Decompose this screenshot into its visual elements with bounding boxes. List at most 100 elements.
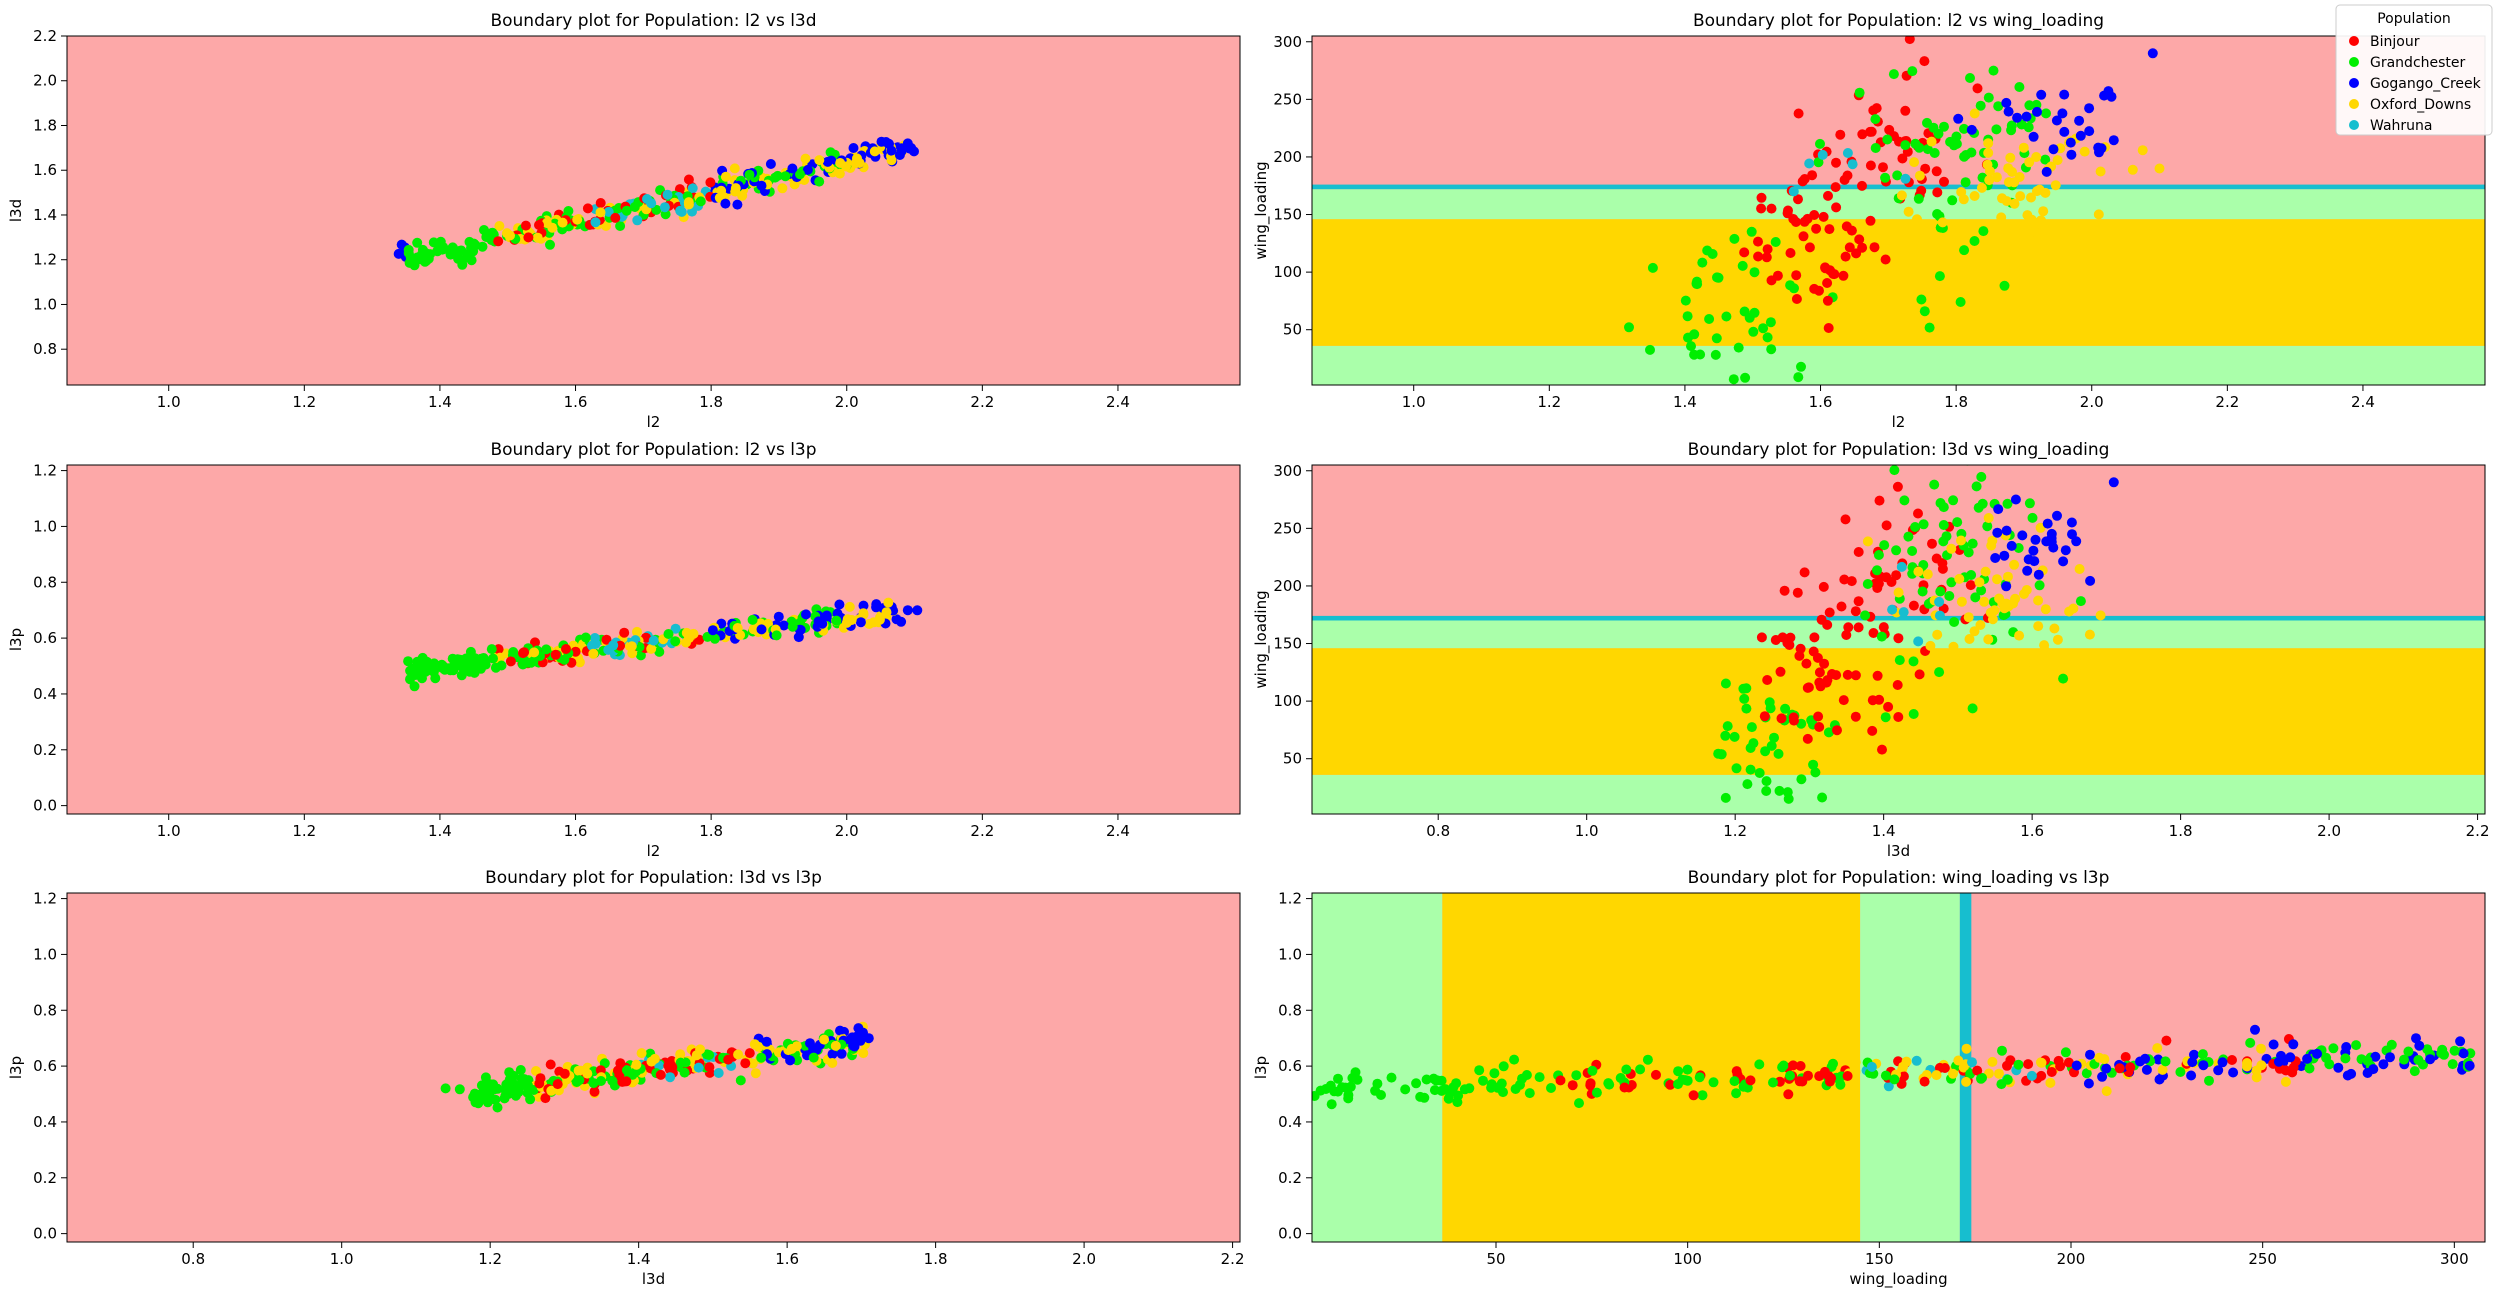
data-point xyxy=(1840,514,1851,525)
data-point xyxy=(1789,715,1799,726)
data-point xyxy=(1883,701,1894,712)
data-point xyxy=(1954,573,1965,584)
axes-frame xyxy=(66,464,1241,815)
data-point xyxy=(2197,1049,2208,1060)
data-point xyxy=(409,681,420,692)
legend-marker xyxy=(2349,78,2359,88)
data-point xyxy=(1498,1087,1508,1098)
data-point xyxy=(1793,108,1804,119)
data-point xyxy=(636,1048,647,1059)
data-point xyxy=(808,1052,819,1063)
data-point xyxy=(756,1052,767,1063)
legend-marker xyxy=(2349,120,2359,130)
data-point xyxy=(1804,158,1815,169)
x-tick-label: 250 xyxy=(2248,1250,2277,1268)
data-point xyxy=(1619,1082,1630,1093)
data-point xyxy=(1862,579,1873,589)
x-tick-label: 1.2 xyxy=(292,393,316,411)
data-point xyxy=(2063,1057,2074,1068)
data-point xyxy=(2455,1036,2466,1047)
data-point xyxy=(2020,664,2031,675)
x-tick-label: 1.0 xyxy=(330,1250,354,1268)
data-point xyxy=(786,1043,797,1054)
data-point xyxy=(765,159,776,169)
data-point xyxy=(1486,1082,1497,1093)
data-point xyxy=(2154,163,2165,174)
x-tick-label: 1.6 xyxy=(564,393,588,411)
data-point xyxy=(559,1068,570,1079)
data-point xyxy=(1782,208,1793,219)
data-point xyxy=(1818,211,1829,222)
data-point xyxy=(405,252,416,263)
data-point xyxy=(1882,134,1893,145)
data-point xyxy=(2041,166,2052,177)
data-point xyxy=(2030,534,2041,545)
data-point xyxy=(2023,1059,2034,1070)
data-point xyxy=(2341,1042,2352,1052)
data-point xyxy=(1913,508,1923,519)
data-point xyxy=(1635,1064,1646,1075)
data-point xyxy=(2006,540,2017,551)
data-point xyxy=(1604,1079,1615,1090)
data-point xyxy=(454,1084,465,1095)
data-point xyxy=(2083,1078,2094,1089)
data-point xyxy=(1515,1079,1525,1090)
data-point xyxy=(1854,234,1865,245)
data-point xyxy=(1343,1093,1354,1104)
data-point xyxy=(1739,247,1750,258)
data-point xyxy=(1870,143,1881,153)
y-axis-label: l3p xyxy=(1252,1056,1270,1079)
data-point xyxy=(1761,776,1772,787)
data-point xyxy=(2031,152,2042,162)
data-point xyxy=(1854,87,1865,98)
data-point xyxy=(1927,538,1937,549)
y-tick-label: 0.6 xyxy=(33,1057,57,1075)
data-point xyxy=(1946,577,1957,588)
data-point xyxy=(1799,567,1810,578)
data-point xyxy=(1860,610,1871,621)
data-point xyxy=(405,674,415,685)
data-point xyxy=(825,147,836,158)
x-tick-label: 0.8 xyxy=(1426,822,1450,840)
data-point xyxy=(1891,545,1902,556)
data-point xyxy=(2378,1059,2389,1070)
data-point xyxy=(1874,694,1885,705)
data-point xyxy=(1682,1075,1693,1086)
data-point xyxy=(1753,236,1763,247)
data-point xyxy=(1429,1085,1440,1096)
data-point xyxy=(720,171,731,182)
data-point xyxy=(753,1041,764,1052)
data-point xyxy=(2213,1065,2224,1076)
data-point xyxy=(534,220,544,230)
y-tick-label: 0.8 xyxy=(33,1001,57,1019)
data-point xyxy=(1803,682,1814,693)
data-point xyxy=(1400,1084,1411,1095)
data-point xyxy=(1673,1066,1684,1077)
data-point xyxy=(1935,247,1946,258)
data-point xyxy=(529,647,540,658)
data-point xyxy=(1753,251,1764,262)
data-point xyxy=(1953,1055,1964,1066)
data-point xyxy=(1739,306,1750,317)
data-point xyxy=(1938,520,1949,530)
data-point xyxy=(1866,1061,1877,1072)
data-point xyxy=(1737,260,1748,271)
data-point xyxy=(525,1094,536,1105)
data-point xyxy=(854,158,865,168)
data-point xyxy=(1992,527,2003,538)
data-point xyxy=(883,597,894,608)
data-point xyxy=(1937,217,1948,228)
data-point xyxy=(756,624,767,635)
data-point xyxy=(1904,36,1915,45)
data-point xyxy=(1797,1076,1808,1087)
data-point xyxy=(1842,1071,1853,1081)
data-point xyxy=(1816,614,1827,625)
data-point xyxy=(1759,711,1770,722)
data-point xyxy=(2137,145,2148,156)
y-tick-label: 0.0 xyxy=(33,1225,57,1243)
data-point xyxy=(508,1085,518,1096)
data-point xyxy=(1913,566,1924,577)
data-point xyxy=(2085,1049,2095,1060)
data-point xyxy=(1983,92,1994,103)
data-point xyxy=(1756,632,1767,643)
